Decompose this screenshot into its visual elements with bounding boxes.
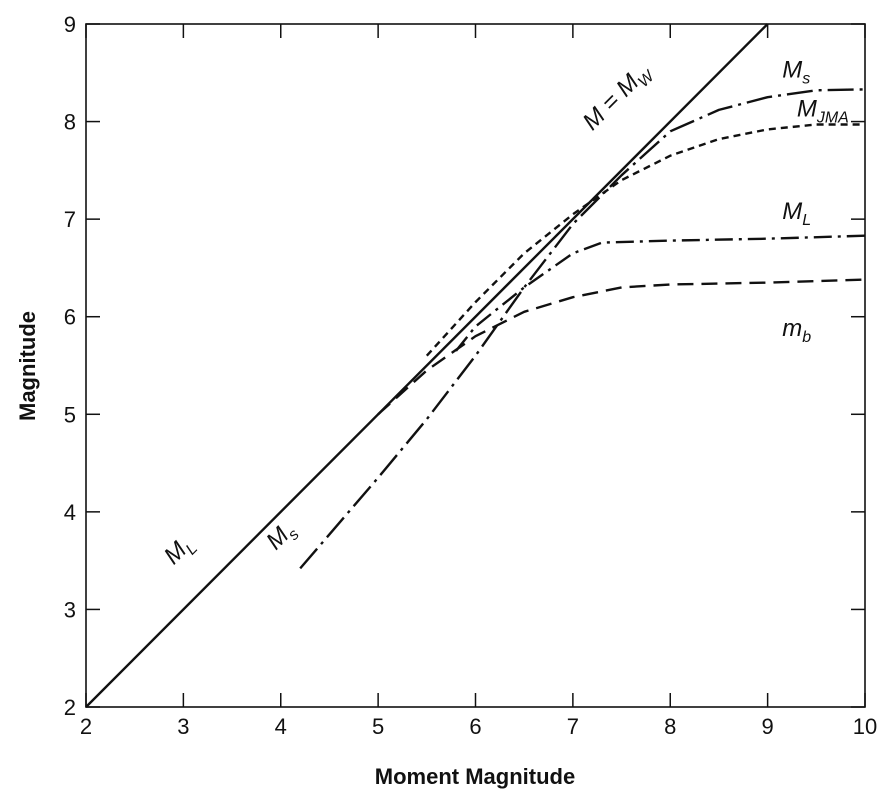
label-subscript: b — [802, 329, 811, 346]
y-tick-label: 2 — [64, 695, 76, 720]
series-mjma — [425, 123, 865, 357]
x-tick-label: 3 — [177, 714, 189, 739]
x-tick-label: 8 — [664, 714, 676, 739]
label-mb-right: mb — [782, 315, 811, 346]
label-ms-left: Ms — [261, 516, 303, 558]
x-tick-label: 10 — [853, 714, 877, 739]
x-tick-label: 7 — [567, 714, 579, 739]
y-tick-label: 8 — [64, 110, 76, 135]
label-subscript: L — [802, 212, 811, 229]
plot-frame — [85, 23, 866, 708]
x-tick-label: 6 — [469, 714, 481, 739]
y-tick-label: 3 — [64, 597, 76, 622]
series-m-mw — [85, 23, 769, 708]
x-tick-label: 2 — [80, 714, 92, 739]
y-axis-title: Magnitude — [15, 311, 40, 421]
y-tick-label: 7 — [64, 207, 76, 232]
axis-ticks — [85, 23, 866, 708]
tick-labels: 2 3 4 5 6 7 8 9 10 2 3 4 5 6 7 8 9 — [64, 12, 877, 739]
x-tick-label: 9 — [762, 714, 774, 739]
series-mb — [377, 278, 866, 416]
x-tick-label: 4 — [275, 714, 287, 739]
label-ml-right: ML — [782, 198, 811, 229]
series-ml — [455, 234, 866, 352]
label-m-mw: M = MW — [578, 57, 660, 139]
x-axis-title: Moment Magnitude — [375, 764, 575, 789]
series-ms — [299, 88, 866, 570]
y-tick-label: 4 — [64, 500, 76, 525]
label-subscript: L — [183, 540, 201, 558]
curves — [85, 23, 866, 708]
label-subscript: s — [802, 71, 810, 88]
x-tick-label: 5 — [372, 714, 384, 739]
y-tick-label: 9 — [64, 12, 76, 37]
y-tick-label: 6 — [64, 305, 76, 330]
curve-labels: M = MW Ms MJMA ML mb ML Ms — [159, 57, 849, 573]
label-mjma: MJMA — [797, 96, 849, 127]
label-subscript: s — [285, 526, 303, 544]
label-subscript: JMA — [816, 110, 849, 127]
label-subscript: W — [635, 67, 659, 91]
y-tick-label: 5 — [64, 402, 76, 427]
label-ms-top: Ms — [782, 57, 810, 88]
label-ml-left: ML — [159, 530, 201, 572]
